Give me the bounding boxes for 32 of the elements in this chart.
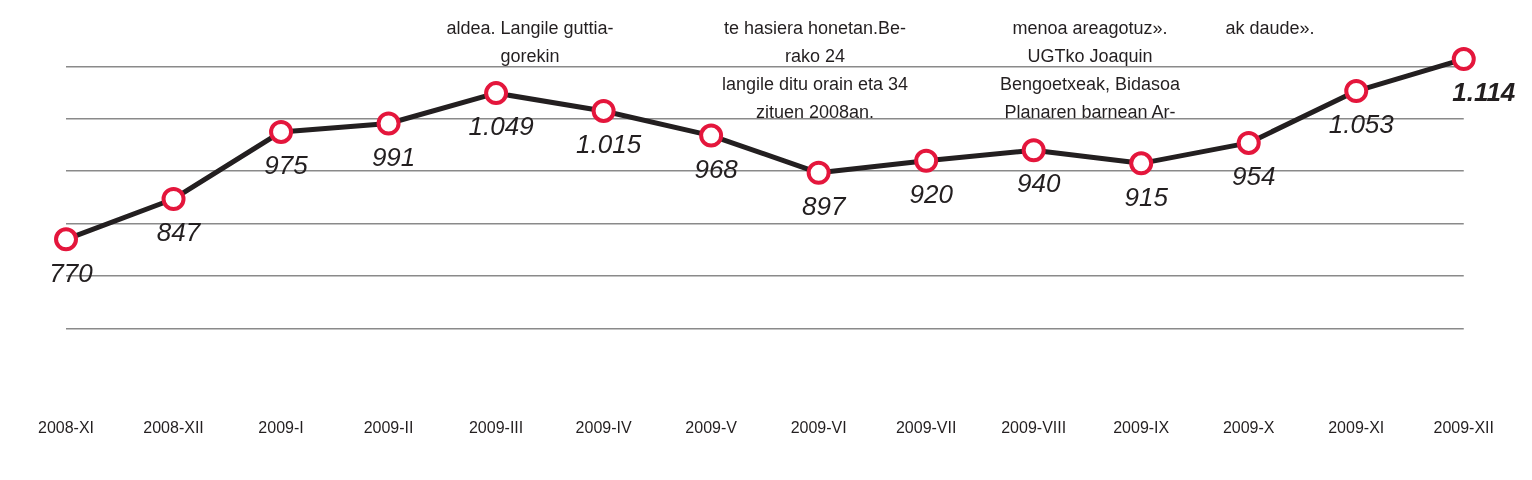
x-tick-label: 2009-VII (895, 418, 957, 436)
data-label: 940 (1016, 168, 1061, 199)
x-tick-label: 2009-IV (575, 418, 632, 436)
data-label: 991 (371, 141, 416, 172)
data-label: 975 (264, 150, 309, 181)
text: ak daude». (1224, 17, 1316, 40)
data-label: 847 (156, 217, 202, 248)
data-label: 770 (49, 257, 94, 288)
data-label: 915 (1124, 181, 1169, 212)
x-tick-label: 2009-VI (790, 418, 847, 436)
x-tick-label: 2009-III (468, 418, 524, 436)
annotation: menoa areagotuz». UGTko Joaquin Bengoetxeak, Bidasoa Planaren barnean Ar- (998, 17, 1182, 124)
x-tick-label: 2009-I (258, 418, 304, 436)
data-label: 920 (909, 178, 954, 209)
annotation: aldea. Langile guttia- gorekin (445, 17, 615, 68)
x-tick-label: 2009-V (685, 418, 738, 436)
data-label: 1.053 (1328, 109, 1395, 140)
data-label: 1.114 (1452, 77, 1516, 108)
x-tick-label: 2009-II (363, 418, 414, 436)
x-tick-label: 2009-IX (1113, 418, 1170, 436)
data-label: 968 (694, 153, 739, 184)
x-tick-label: 2008-XII (143, 418, 204, 436)
x-tick-label: 2009-XII (1433, 418, 1494, 436)
x-tick-label: 2008-XI (38, 418, 95, 436)
x-tick-label: 2009-XI (1328, 418, 1385, 436)
x-tick-label: 2009-X (1222, 418, 1275, 436)
data-label: 954 (1232, 161, 1276, 192)
data-label: 897 (801, 191, 847, 222)
x-tick-label: 2009-VIII (1001, 418, 1067, 436)
annotation: te hasiera honetan.Be- rako 24 langile ditu orain eta 34 zituen 2008an. (720, 17, 910, 124)
data-label: 1.015 (576, 129, 642, 160)
data-label: 1.049 (468, 111, 534, 142)
